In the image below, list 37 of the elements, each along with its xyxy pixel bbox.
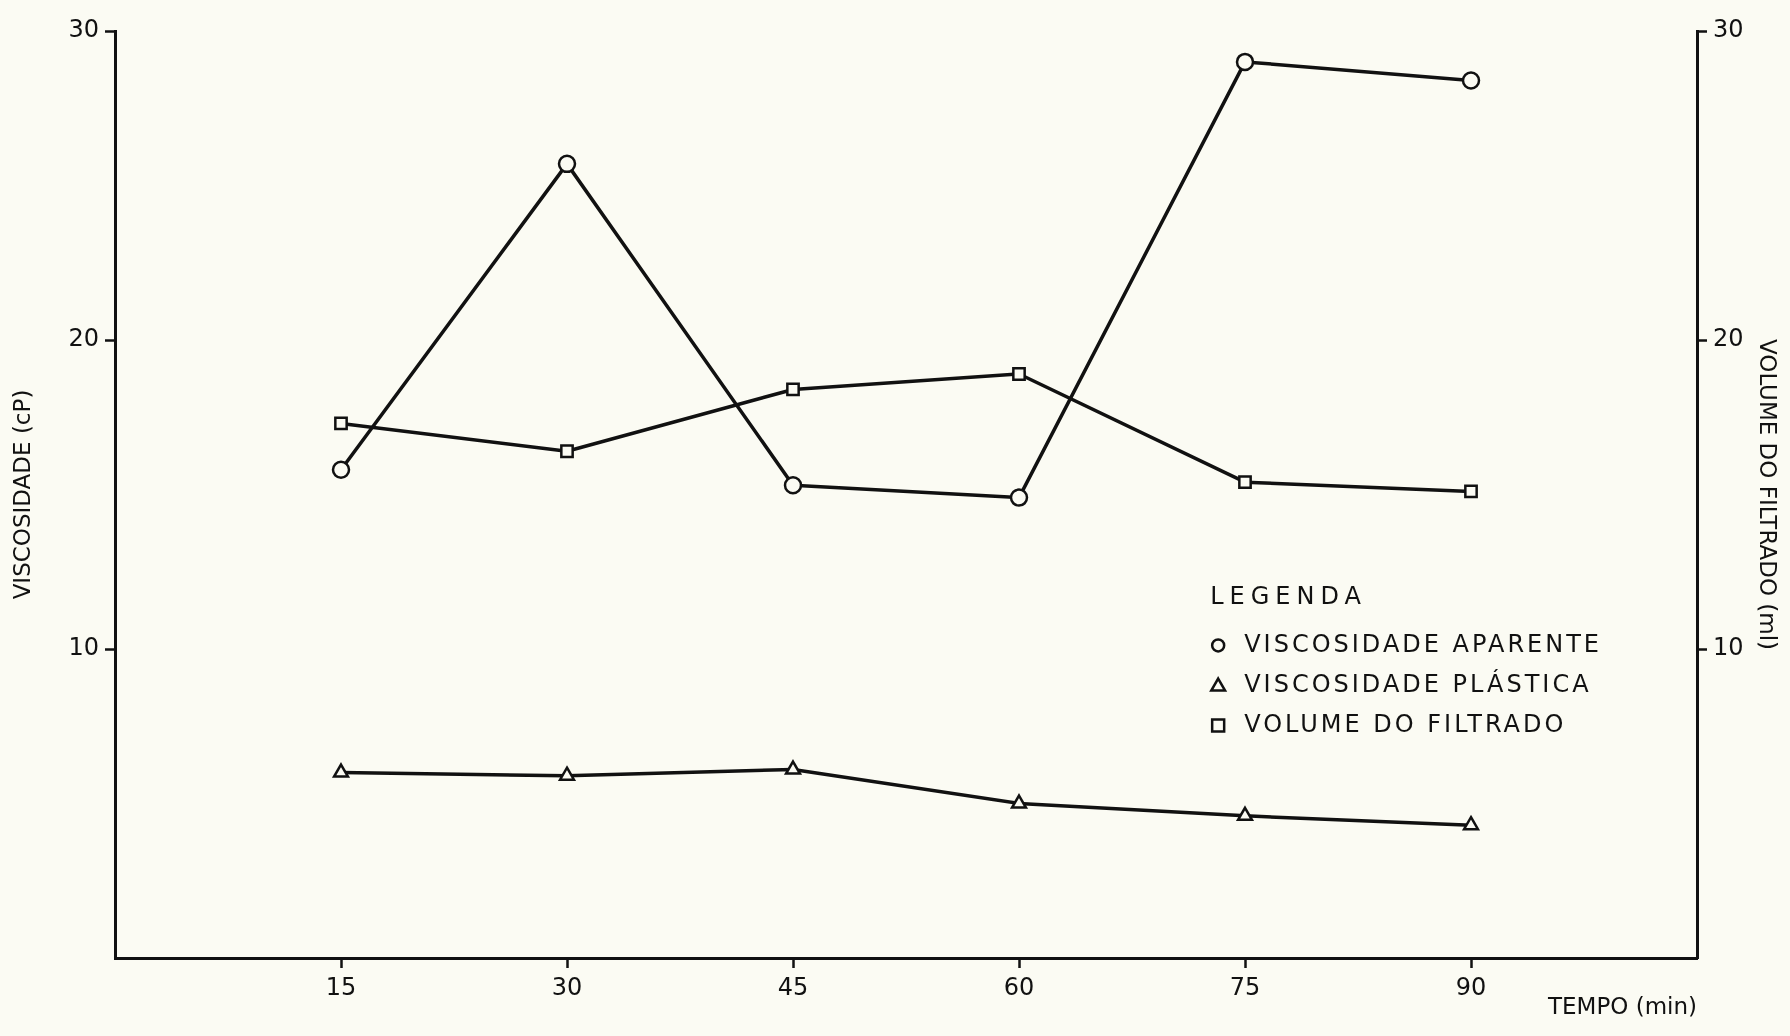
y2-tick-label: 20	[1713, 324, 1744, 353]
point	[1464, 484, 1478, 499]
y2-tick-label: 30	[1713, 15, 1744, 44]
point	[558, 766, 576, 781]
x-tick-label: 45	[777, 972, 809, 1001]
x-tick-label: 60	[1003, 972, 1035, 1001]
x-tick-label: 30	[551, 972, 583, 1001]
point	[1238, 475, 1252, 490]
x-axis-title: TEMPO (min)	[1546, 993, 1697, 1020]
point	[334, 416, 348, 431]
point	[1012, 367, 1026, 381]
legend-label: VISCOSIDADE PLÁSTICA	[1244, 668, 1592, 698]
point	[784, 760, 802, 775]
x-tick-label: 90	[1455, 972, 1487, 1001]
point	[786, 382, 800, 397]
point	[331, 460, 351, 480]
point	[557, 154, 577, 174]
x-tick-label: 15	[325, 972, 357, 1001]
point	[1009, 488, 1029, 507]
y2-axis-title: VOLUME DO FILTRADO (ml)	[1755, 338, 1782, 651]
y-tick-label: 20	[68, 324, 99, 353]
y2-tick-label: 10	[1713, 633, 1744, 662]
point	[1461, 71, 1481, 90]
point	[560, 444, 574, 459]
y-tick-label: 30	[68, 15, 99, 44]
point	[1236, 806, 1254, 822]
point	[332, 763, 350, 778]
point	[1462, 815, 1480, 831]
legend-title: LEGENDA	[1210, 581, 1367, 610]
point	[1235, 52, 1255, 72]
x-tick-label: 75	[1229, 972, 1261, 1001]
point	[783, 475, 803, 495]
legend-label: VOLUME DO FILTRADO	[1244, 709, 1567, 738]
y-axis-title: VISCOSIDADE (cP)	[8, 389, 35, 600]
legend-label: VISCOSIDADE APARENTE	[1244, 629, 1603, 658]
y-tick-label: 10	[68, 633, 99, 662]
point	[1010, 794, 1028, 809]
